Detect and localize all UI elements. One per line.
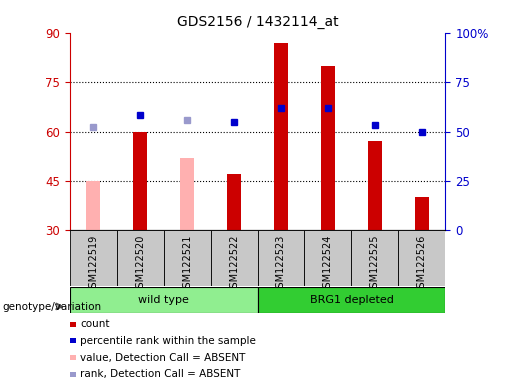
Text: value, Detection Call = ABSENT: value, Detection Call = ABSENT bbox=[80, 353, 246, 362]
Bar bbox=[415, 197, 429, 230]
Text: rank, Detection Call = ABSENT: rank, Detection Call = ABSENT bbox=[80, 369, 241, 379]
Bar bbox=[180, 158, 194, 230]
Bar bbox=[86, 181, 100, 230]
Text: BRG1 depleted: BRG1 depleted bbox=[310, 295, 393, 305]
Bar bbox=[352, 230, 399, 286]
Bar bbox=[70, 230, 116, 286]
Text: GSM122526: GSM122526 bbox=[417, 235, 427, 294]
Text: GSM122520: GSM122520 bbox=[135, 235, 145, 294]
Bar bbox=[227, 174, 241, 230]
Title: GDS2156 / 1432114_at: GDS2156 / 1432114_at bbox=[177, 15, 338, 29]
Text: GSM122525: GSM122525 bbox=[370, 235, 380, 295]
Text: count: count bbox=[80, 319, 110, 329]
Bar bbox=[304, 230, 352, 286]
Bar bbox=[133, 131, 147, 230]
Bar bbox=[70, 287, 258, 313]
Bar bbox=[258, 287, 445, 313]
Bar bbox=[164, 230, 211, 286]
Text: GSM122523: GSM122523 bbox=[276, 235, 286, 294]
Text: genotype/variation: genotype/variation bbox=[3, 302, 101, 312]
Text: GSM122524: GSM122524 bbox=[323, 235, 333, 294]
Bar bbox=[116, 230, 164, 286]
Bar bbox=[368, 141, 382, 230]
Bar bbox=[321, 66, 335, 230]
Text: wild type: wild type bbox=[138, 295, 189, 305]
Text: GSM122519: GSM122519 bbox=[88, 235, 98, 294]
Text: GSM122522: GSM122522 bbox=[229, 235, 239, 295]
Bar bbox=[211, 230, 258, 286]
Text: percentile rank within the sample: percentile rank within the sample bbox=[80, 336, 256, 346]
Bar bbox=[258, 230, 304, 286]
Text: GSM122521: GSM122521 bbox=[182, 235, 192, 294]
Bar bbox=[399, 230, 445, 286]
Bar bbox=[274, 43, 288, 230]
